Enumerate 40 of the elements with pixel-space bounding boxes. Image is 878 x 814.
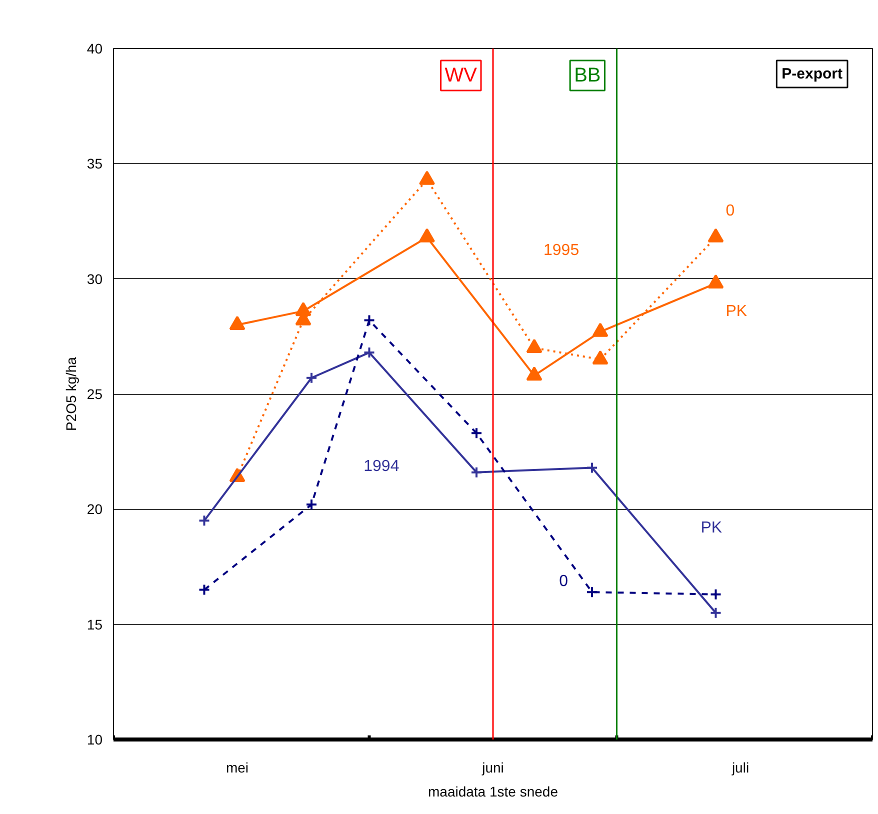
point (526, 366, 542, 381)
series-label: 0 (726, 202, 735, 220)
ref-line-label: BB (574, 64, 601, 86)
y-tick-label: 40 (86, 40, 103, 56)
y-tick-label: 35 (86, 156, 103, 172)
point (586, 586, 598, 598)
point (470, 427, 482, 440)
x-tick-label: juni (481, 760, 504, 776)
point (586, 462, 598, 474)
x-tick-label: mei (226, 760, 249, 776)
point (710, 606, 722, 619)
point (592, 350, 608, 364)
point (198, 514, 210, 527)
y-tick-label: 10 (86, 732, 103, 748)
series-label: PK (726, 302, 748, 320)
ref-line-label: WV (444, 64, 478, 86)
point (229, 316, 246, 330)
point (708, 274, 724, 288)
text: PK (700, 519, 722, 536)
y-tick-label: 30 (86, 270, 103, 287)
annotation: 1994 (364, 458, 400, 476)
point (198, 584, 210, 596)
y-tick-label: 15 (86, 616, 103, 632)
point (526, 338, 542, 353)
y-tick-label: 20 (86, 501, 103, 518)
series-label: 0 (559, 573, 568, 590)
y-tick-label: 25 (86, 386, 103, 402)
text: P-export (782, 66, 843, 82)
point (419, 228, 435, 242)
annotation: 1995 (544, 242, 580, 259)
point (419, 170, 435, 185)
x-tick-label: juli (730, 760, 750, 776)
point (306, 498, 318, 511)
point (306, 372, 318, 384)
point (470, 466, 482, 478)
point (592, 322, 608, 337)
y-axis-title: P2O5 kg/ha (62, 356, 79, 431)
x-axis-title: maaidata 1ste snede (428, 784, 558, 800)
point (708, 228, 724, 242)
point (710, 588, 722, 600)
